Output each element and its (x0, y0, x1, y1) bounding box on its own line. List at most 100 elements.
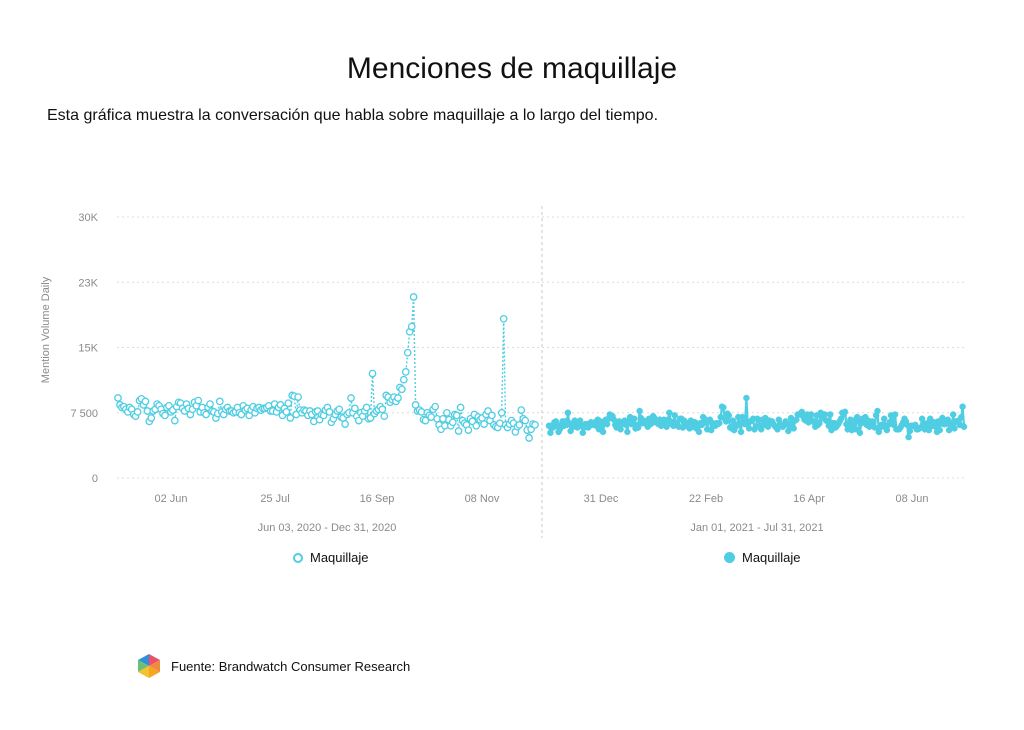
data-point[interactable] (695, 428, 703, 436)
data-point[interactable] (362, 403, 371, 412)
data-point[interactable] (368, 369, 377, 378)
data-point[interactable] (720, 404, 727, 411)
data-point[interactable] (206, 400, 214, 408)
data-point[interactable] (398, 385, 406, 394)
data-point[interactable] (464, 426, 473, 434)
data-point[interactable] (394, 394, 402, 402)
data-point[interactable] (636, 407, 643, 415)
data-point[interactable] (671, 412, 678, 419)
data-point[interactable] (925, 426, 933, 434)
data-point[interactable] (284, 399, 293, 408)
legend-item-2021[interactable]: Maquillaje (724, 550, 801, 565)
data-point[interactable] (874, 407, 881, 415)
data-point[interactable] (294, 393, 302, 401)
data-point[interactable] (960, 423, 968, 430)
data-point[interactable] (515, 421, 524, 429)
x-tick-label: 08 Nov (465, 493, 500, 505)
data-point[interactable] (341, 420, 349, 428)
data-point[interactable] (958, 413, 965, 421)
data-point[interactable] (133, 408, 142, 416)
data-point[interactable] (456, 403, 465, 412)
data-point[interactable] (905, 433, 912, 441)
data-point[interactable] (170, 416, 179, 425)
data-point[interactable] (401, 368, 410, 376)
data-point[interactable] (480, 420, 488, 428)
data-point[interactable] (454, 427, 463, 435)
data-point[interactable] (521, 416, 530, 425)
brandwatch-logo-icon (138, 654, 160, 678)
data-point[interactable] (147, 414, 156, 422)
data-point[interactable] (380, 412, 389, 421)
data-point[interactable] (347, 394, 355, 402)
data-point[interactable] (737, 428, 745, 436)
data-point[interactable] (579, 429, 587, 437)
data-point[interactable] (936, 426, 943, 434)
data-point[interactable] (488, 411, 496, 420)
data-point[interactable] (282, 408, 291, 416)
data-point[interactable] (707, 426, 715, 434)
data-point[interactable] (634, 424, 642, 431)
data-point[interactable] (335, 405, 344, 414)
data-point[interactable] (448, 418, 457, 427)
x-tick-label: 25 Jul (260, 493, 289, 505)
data-point[interactable] (525, 434, 533, 442)
data-point[interactable] (807, 411, 815, 418)
data-point[interactable] (472, 421, 481, 430)
data-point[interactable] (725, 412, 733, 419)
data-point[interactable] (407, 322, 416, 331)
data-point[interactable] (531, 421, 539, 429)
data-point[interactable] (114, 394, 122, 402)
data-point[interactable] (161, 411, 169, 420)
series-maquillaje-2021 (545, 394, 968, 441)
data-point[interactable] (603, 420, 611, 428)
data-point[interactable] (743, 394, 750, 402)
data-point[interactable] (452, 411, 461, 420)
data-point[interactable] (666, 409, 673, 417)
data-point[interactable] (816, 419, 823, 427)
data-point[interactable] (409, 293, 418, 301)
period-label-2021: Jan 01, 2021 - Jul 31, 2021 (690, 522, 823, 534)
data-point[interactable] (497, 408, 506, 417)
data-point[interactable] (821, 411, 829, 418)
data-point[interactable] (630, 415, 638, 423)
data-point[interactable] (351, 404, 359, 413)
data-point[interactable] (716, 419, 723, 427)
data-point[interactable] (421, 416, 430, 425)
data-point[interactable] (891, 411, 899, 418)
data-point[interactable] (215, 397, 224, 406)
source-footer: Fuente: Brandwatch Consumer Research (137, 653, 410, 679)
data-point[interactable] (951, 425, 958, 432)
data-point[interactable] (880, 415, 888, 423)
data-point[interactable] (443, 408, 451, 417)
y-tick-label: 15K (78, 343, 98, 355)
data-point[interactable] (841, 408, 849, 416)
data-point[interactable] (378, 405, 387, 414)
data-point[interactable] (722, 418, 730, 425)
data-point[interactable] (959, 403, 966, 410)
data-point[interactable] (517, 406, 526, 414)
data-point[interactable] (194, 396, 203, 405)
series-maquillaje-2020 (114, 293, 539, 442)
data-point[interactable] (949, 411, 957, 418)
data-point[interactable] (564, 409, 572, 417)
x-tick-label: 08 Jun (895, 493, 928, 505)
data-point[interactable] (599, 428, 607, 436)
data-point[interactable] (202, 410, 210, 419)
legend-item-2020[interactable]: Maquillaje (293, 550, 369, 565)
data-point[interactable] (663, 423, 670, 430)
data-point[interactable] (745, 425, 753, 432)
data-point[interactable] (826, 411, 834, 418)
data-point[interactable] (764, 423, 772, 430)
data-point[interactable] (286, 414, 295, 422)
data-point[interactable] (499, 314, 508, 323)
data-point[interactable] (624, 428, 631, 436)
data-point[interactable] (856, 429, 864, 437)
data-point[interactable] (431, 402, 440, 411)
data-point[interactable] (141, 397, 150, 406)
data-point[interactable] (403, 348, 412, 357)
gridlines (117, 216, 965, 479)
data-point[interactable] (399, 375, 408, 384)
data-point[interactable] (547, 429, 554, 437)
data-point[interactable] (790, 425, 797, 432)
